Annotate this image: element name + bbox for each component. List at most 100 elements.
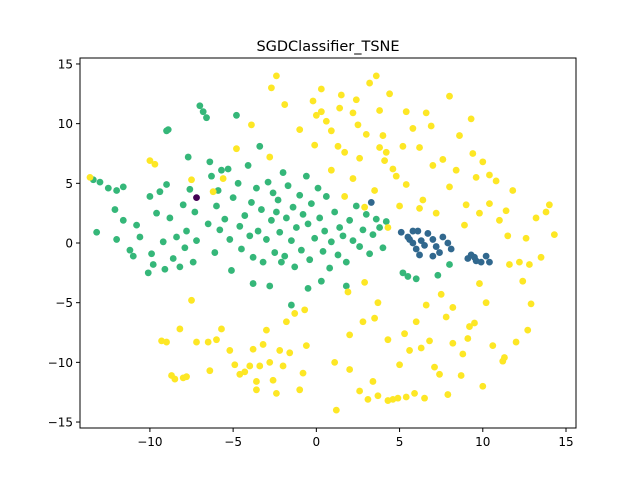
- scatter-point: [456, 132, 463, 139]
- scatter-point: [406, 347, 413, 354]
- scatter-point: [244, 162, 252, 169]
- scatter-point: [163, 181, 170, 188]
- scatter-point: [471, 253, 478, 261]
- scatter-point: [417, 237, 425, 245]
- scatter-point: [312, 111, 320, 119]
- scatter-point: [153, 209, 160, 217]
- series-3: [86, 72, 558, 414]
- scatter-point: [321, 227, 329, 235]
- x-tick-label: 5: [396, 435, 404, 449]
- scatter-point: [184, 153, 192, 161]
- scatter-point: [369, 231, 377, 239]
- scatter-point: [163, 127, 170, 135]
- scatter-point: [322, 117, 330, 125]
- scatter-point: [359, 318, 367, 326]
- scatter-point: [253, 378, 260, 385]
- scatter-point: [376, 224, 383, 231]
- y-tick-label: −5: [55, 296, 73, 310]
- x-axis: −10 −5 0 5 10 15: [137, 428, 574, 449]
- scatter-point: [119, 216, 127, 224]
- scatter-point: [269, 189, 277, 197]
- scatter-point: [129, 252, 137, 260]
- scatter-point: [439, 233, 447, 241]
- scatter-point: [156, 188, 164, 196]
- scatter-point: [302, 342, 310, 350]
- points-layer: [86, 72, 558, 414]
- scatter-point: [446, 183, 453, 191]
- scatter-point: [218, 166, 225, 174]
- scatter-point: [406, 236, 413, 243]
- scatter-point: [248, 199, 255, 206]
- scatter-point: [479, 158, 487, 166]
- scatter-point: [374, 392, 382, 400]
- scatter-point: [361, 278, 369, 286]
- scatter-point: [402, 181, 410, 188]
- scatter-point: [527, 300, 535, 308]
- scatter-point: [296, 386, 304, 394]
- scatter-point: [371, 187, 378, 194]
- scatter-point: [427, 122, 435, 130]
- scatter-point: [199, 108, 207, 116]
- scatter-point: [419, 196, 427, 204]
- scatter-point: [249, 345, 257, 353]
- scatter-point: [336, 104, 344, 112]
- scatter-point: [492, 177, 500, 185]
- scatter-point: [193, 194, 200, 202]
- scatter-point: [359, 226, 367, 234]
- scatter-point: [356, 243, 364, 250]
- scatter-point: [161, 265, 169, 273]
- scatter-point: [229, 194, 237, 202]
- scatter-point: [163, 338, 170, 346]
- scatter-point: [352, 96, 360, 104]
- scatter-point: [522, 234, 530, 242]
- scatter-point: [349, 109, 357, 117]
- scatter-point: [213, 202, 220, 210]
- scatter-point: [263, 326, 270, 334]
- scatter-point: [151, 160, 159, 168]
- scatter-point: [439, 156, 447, 163]
- scatter-point: [486, 171, 493, 179]
- scatter-point: [429, 252, 437, 260]
- scatter-point: [287, 301, 295, 309]
- scatter-point: [422, 301, 430, 309]
- scatter-point: [459, 350, 467, 358]
- scatter-point: [196, 102, 204, 110]
- scatter-point: [362, 210, 370, 218]
- scatter-point: [421, 241, 428, 249]
- scatter-point: [396, 202, 403, 210]
- scatter-point: [429, 236, 437, 243]
- scatter-point: [342, 258, 350, 266]
- scatter-point: [183, 227, 190, 235]
- scatter-point: [366, 250, 374, 258]
- scatter-point: [263, 236, 270, 243]
- scatter-point: [542, 208, 550, 216]
- scatter-point: [273, 72, 280, 80]
- scatter-point: [241, 368, 249, 376]
- scatter-point: [204, 338, 212, 346]
- scatter-point: [176, 325, 184, 333]
- scatter-point: [319, 247, 327, 255]
- scatter-point: [238, 245, 245, 253]
- y-tick-label: 15: [58, 57, 73, 71]
- scatter-point: [342, 282, 350, 290]
- scatter-point: [417, 344, 425, 352]
- scatter-point: [399, 269, 407, 277]
- scatter-point: [133, 221, 140, 229]
- scatter-point: [476, 209, 483, 217]
- scatter-point: [446, 261, 453, 268]
- scatter-point: [366, 79, 374, 87]
- scatter-point: [296, 191, 304, 199]
- scatter-point: [512, 338, 520, 346]
- scatter-point: [259, 341, 267, 348]
- scatter-point: [327, 127, 335, 135]
- scatter-point: [516, 258, 523, 266]
- scatter-point: [301, 306, 309, 314]
- scatter-point: [249, 253, 257, 261]
- scatter-point: [457, 372, 465, 379]
- scatter-point: [464, 335, 472, 342]
- scatter-point: [362, 130, 370, 138]
- scatter-point: [193, 338, 200, 346]
- scatter-point: [268, 84, 275, 92]
